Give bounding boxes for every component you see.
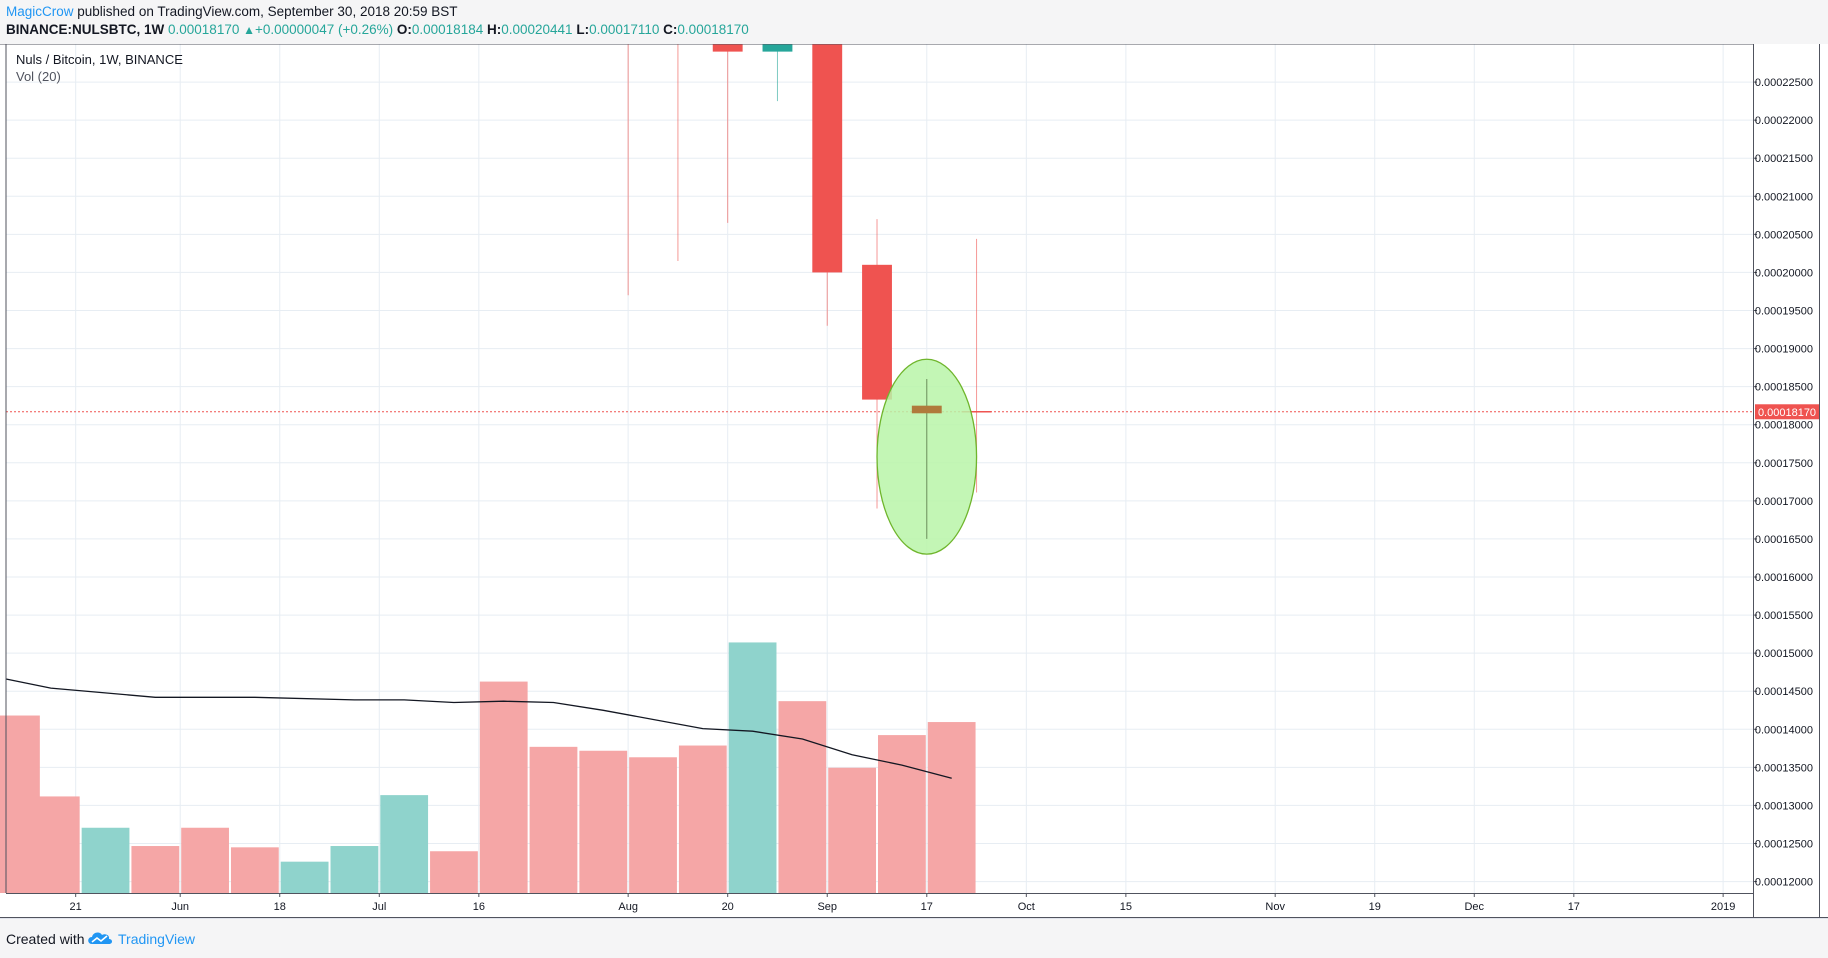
time-tick-label: 2019	[1711, 901, 1735, 913]
time-tick-label: 16	[473, 901, 485, 913]
low-value: 0.00017110	[589, 22, 660, 37]
last-price-tag	[1755, 404, 1819, 420]
price-tick-label: 0.00014500	[1755, 686, 1813, 698]
volume-bar	[678, 745, 727, 893]
footer: Created with TradingView	[0, 918, 1828, 958]
volume-bar	[529, 746, 578, 893]
time-tick-label: Sep	[817, 901, 837, 913]
volume-ma-line	[5, 678, 952, 779]
chart[interactable]: 0.00012000 0.00012500 0.00013000 0.00013500…	[0, 44, 1828, 918]
grid	[6, 44, 1753, 893]
last-price-tag-text: 0.00018170	[1758, 407, 1816, 419]
tradingview-link[interactable]: TradingView	[118, 931, 196, 947]
price-tick-label: 0.00016500	[1755, 534, 1813, 546]
price-tick-label: 0.00022500	[1755, 77, 1813, 89]
volume-bar	[878, 735, 926, 893]
volume-bar	[181, 827, 229, 893]
price-change: +0.00000047 (+0.26%)	[255, 22, 394, 37]
symbol-label: BINANCE:NULSBTC, 1W	[6, 22, 165, 37]
price-tick-label: 0.00021000	[1755, 191, 1813, 203]
volume-bar	[230, 847, 279, 893]
top-bar: MagicCrow published on TradingView.com, …	[0, 0, 1828, 45]
time-tick-label: 18	[274, 901, 286, 913]
price-tick-label: 0.00013500	[1755, 762, 1813, 774]
price-tick-label: 0.00019500	[1755, 306, 1813, 318]
time-tick-label: Jun	[171, 901, 189, 913]
time-tick-label: 17	[921, 901, 933, 913]
price-tick-label: 0.00017000	[1755, 496, 1813, 508]
close-label: C:	[663, 22, 678, 37]
last-price: 0.00018170	[168, 22, 240, 37]
publish-line: MagicCrow published on TradingView.com, …	[6, 3, 458, 21]
volume-bar	[927, 722, 976, 893]
volume-bars	[0, 642, 976, 893]
candle-body	[812, 44, 843, 273]
volume-bar	[430, 851, 478, 893]
price-tick-label: 0.00015000	[1755, 648, 1813, 660]
volume-bar	[479, 681, 528, 893]
price-tick-label: 0.00020000	[1755, 267, 1813, 279]
candle-body	[911, 405, 942, 414]
volume-bar	[330, 846, 379, 893]
chart-title: Nuls / Bitcoin, 1W, BINANCE	[16, 52, 183, 67]
close-value: 0.00018170	[677, 22, 749, 37]
volume-bar	[380, 795, 429, 893]
time-tick-label: 15	[1120, 901, 1132, 913]
time-tick-label: Oct	[1018, 901, 1035, 913]
price-tick-label: 0.00016000	[1755, 572, 1813, 584]
time-tick-label: 20	[722, 901, 734, 913]
price-tick-label: 0.00017500	[1755, 458, 1813, 470]
price-tick-label: 0.00022000	[1755, 115, 1813, 127]
time-tick-label: 19	[1369, 901, 1381, 913]
price-tick-label: 0.00018500	[1755, 382, 1813, 394]
price-tick-label: 0.00012000	[1755, 877, 1813, 889]
candle-body	[762, 44, 793, 52]
price-tick-label: 0.00013000	[1755, 800, 1813, 812]
time-tick-label: Aug	[618, 901, 638, 913]
price-tick-label: 0.00021500	[1755, 153, 1813, 165]
price-tick-label: 0.00012500	[1755, 839, 1813, 851]
volume-bar	[728, 642, 777, 893]
price-axis[interactable]: 0.00012000 0.00012500 0.00013000 0.00013500…	[1753, 77, 1813, 889]
candle-body	[961, 411, 992, 413]
price-tick-label: 0.00014000	[1755, 724, 1813, 736]
candle-body	[862, 264, 892, 400]
price-tick-label: 0.00020500	[1755, 229, 1813, 241]
symbol-line: BINANCE:NULSBTC, 1W 0.00018170 ▲+0.00000…	[6, 21, 749, 39]
volume-legend: Vol (20)	[16, 69, 61, 84]
time-tick-label: 17	[1568, 901, 1580, 913]
volume-bar	[579, 750, 628, 893]
volume-bar	[629, 757, 677, 893]
low-label: L:	[576, 22, 590, 37]
high-label: H:	[486, 22, 502, 37]
published-text: published on TradingView.com, September …	[73, 4, 458, 19]
volume-bar	[280, 861, 329, 893]
price-tick-label: 0.00018000	[1755, 420, 1813, 432]
price-tick-label: 0.00015500	[1755, 610, 1813, 622]
author-link[interactable]: MagicCrow	[6, 4, 74, 19]
open-label: O:	[396, 22, 412, 37]
tradingview-cloud-icon[interactable]	[86, 929, 114, 947]
price-tick-label: 0.00019000	[1755, 344, 1813, 356]
time-tick-label: Dec	[1464, 901, 1484, 913]
last-price-marker: 0.00018170	[1755, 404, 1819, 420]
time-tick-label: 21	[70, 901, 82, 913]
volume-bar	[31, 796, 80, 893]
time-tick-label: Nov	[1265, 901, 1285, 913]
created-with-label: Created with	[6, 931, 85, 947]
candles	[627, 44, 992, 509]
volume-bar	[81, 827, 130, 893]
open-value: 0.00018184	[411, 22, 484, 37]
volume-bar	[131, 846, 180, 893]
volume-bar	[828, 767, 877, 893]
up-arrow-icon: ▲	[243, 23, 255, 37]
high-value: 0.00020441	[501, 22, 573, 37]
time-axis[interactable]: 21 Jun 18 Jul 16 Aug 20 Sep 17 Oct 15 Nov 19 Dec 17 201…	[70, 893, 1736, 913]
volume-bar	[778, 701, 827, 893]
time-tick-label: Jul	[372, 901, 386, 913]
candle-body	[712, 44, 743, 52]
highlighted-candle	[911, 379, 942, 539]
